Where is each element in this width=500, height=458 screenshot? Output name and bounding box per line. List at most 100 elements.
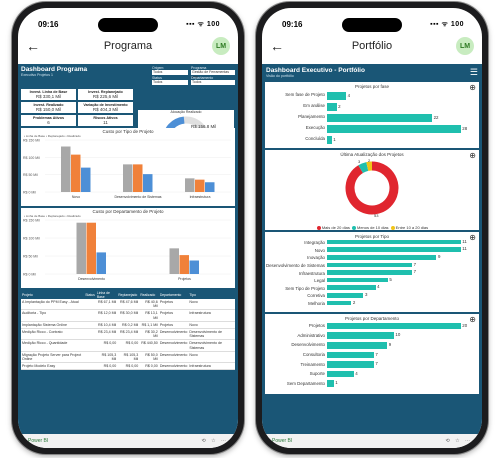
kpi-label: Invest. Linha de Base — [29, 90, 68, 94]
donut-chart: 3 2 53 — [345, 158, 399, 218]
table-row[interactable]: Auditoria - Tipo R$ 12,0 Mil R$ 30,0 Mil R$… — [21, 309, 235, 322]
bar-label: Desenvolvimento — [291, 342, 325, 348]
bar-row[interactable]: Novo 11 — [265, 247, 479, 255]
bar-label: Sem Tipo de Projeto — [285, 285, 325, 291]
table-header[interactable]: Tipo — [188, 290, 235, 299]
table-header[interactable]: Projeto — [21, 290, 85, 299]
bottom-action-icons[interactable]: ⟲ ☆ ⋯ — [201, 438, 228, 444]
bar — [327, 361, 374, 368]
bar-row[interactable]: Desenvolvimento 9 — [265, 340, 479, 350]
bar-row[interactable]: Infraestrutura 7 — [265, 269, 479, 277]
bar-row[interactable]: Planejamento 22 — [265, 111, 479, 122]
bar-row[interactable]: Sem fase de Projeto 4 — [265, 89, 479, 100]
table-row[interactable]: Implantação Sistema Online R$ 10,4 Mil R$ … — [21, 321, 235, 330]
avatar[interactable]: LM — [456, 37, 474, 55]
kpi-label: Invest. Replanejado — [88, 90, 123, 94]
table-header[interactable]: Linha de Base — [95, 290, 118, 299]
bar-row[interactable]: Desenvolvimento de Sistemas 7 — [265, 262, 479, 270]
bar-track: 11 — [327, 247, 479, 253]
back-arrow-icon[interactable]: ← — [26, 38, 40, 54]
table-header[interactable]: Status — [84, 290, 96, 299]
table-cell: R$ 67,1 Mil — [95, 299, 118, 311]
bar-row[interactable]: Em análise 2 — [265, 100, 479, 111]
table-cell: Desenvolvimento — [158, 351, 189, 364]
filter-programa[interactable]: Gestão de Ferramentas Imp... — [191, 70, 235, 79]
chart-legend: • Linha de Base • Replanejado • Realizad… — [24, 134, 81, 138]
bar-value: 5 — [389, 276, 392, 282]
report-canvas: Dashboard Executivo - Portfólio Visão do… — [262, 64, 482, 434]
table-row[interactable]: Migração Projeto Server para Project Onl… — [21, 351, 235, 364]
bar-track: 4 — [327, 285, 479, 291]
y-tick-label: R$ 0 Mil — [23, 273, 36, 277]
bar-track: 9 — [327, 254, 479, 261]
bar-label: Suporte — [309, 371, 325, 377]
bar-row[interactable]: Legal 5 — [265, 277, 479, 285]
bar-row[interactable]: Projetos 20 — [265, 321, 479, 331]
bar-row[interactable]: Concluída 1 — [265, 133, 479, 144]
zoom-icon[interactable]: ⊕ — [469, 233, 476, 242]
dashboard-header: Dashboard Programa Executivo Projetos 1 … — [18, 64, 238, 87]
screen-right: 09:16 ▪▪▪ ᯤ 100 ← Portfólio LM Dashboard… — [262, 8, 482, 448]
avatar[interactable]: LM — [212, 37, 230, 55]
bar-row[interactable]: Consultoria 7 — [265, 350, 479, 360]
bar-row[interactable]: Suporte 4 — [265, 369, 479, 379]
filter-departamento[interactable]: Todos — [191, 80, 235, 85]
table-cell: Novo — [188, 351, 235, 364]
zoom-icon[interactable]: ⊕ — [469, 83, 476, 92]
table-row[interactable]: Medição Ricco - Contrato R$ 23,4 Mil R$ 23… — [21, 328, 235, 341]
x-tick-label: Desenvolvimento de Sistemas — [114, 195, 161, 199]
filter-status[interactable]: Todos — [152, 80, 188, 85]
table-cell — [84, 321, 96, 330]
y-tick-label: R$ 100 Mil — [23, 237, 40, 241]
dashboard-subtitle: Executivo Projetos 1 — [21, 73, 53, 77]
bar-row[interactable]: Integração 11 — [265, 239, 479, 247]
x-tick-label: Infraestrutura — [190, 195, 211, 199]
table-header[interactable]: Replanejado — [117, 290, 140, 299]
table-header[interactable]: Realizado — [139, 290, 159, 299]
table-cell: R$ 40,6 Mil — [139, 299, 159, 311]
table-row[interactable]: A Implantação do PPM Easy - Atual R$ 67,1… — [21, 299, 235, 311]
bar-value: 1 — [335, 380, 338, 386]
bar-row[interactable]: Execução 28 — [265, 122, 479, 133]
bar-row[interactable]: Sem Departamento 1 — [265, 379, 479, 389]
table-cell: R$ 30,0 Mil — [117, 309, 140, 322]
app-title: Programa — [103, 40, 153, 52]
powerbi-link[interactable]: Power BI — [28, 438, 49, 444]
bar — [327, 351, 374, 359]
hamburger-menu-icon[interactable]: ☰ — [469, 66, 478, 77]
bar-row[interactable]: Sem Tipo de Projeto 4 — [265, 285, 479, 293]
bar-row[interactable]: Corretiva 3 — [265, 292, 479, 300]
table-cell: Implantação Sistema Online — [21, 321, 85, 330]
filter-origem[interactable]: Todos — [152, 70, 188, 75]
bar-row[interactable]: Melhoria 2 — [265, 300, 479, 308]
y-tick-label: R$ 50 Mil — [23, 255, 38, 259]
bar-row[interactable]: Treinamento 7 — [265, 359, 479, 369]
panel-title: Projetos por Tipo — [354, 234, 390, 239]
bar — [327, 262, 413, 268]
chart-legend: • Linha de Base • Replanejado • Realizad… — [24, 214, 81, 218]
table-row[interactable]: Medição Ricco - Quantidade R$ 0,00 R$ 0,00… — [21, 339, 235, 352]
bar — [327, 270, 413, 275]
kpi-card: Invest. Replanejado R$ 225,6 Mil — [78, 89, 133, 100]
bar-label: Infraestrutura — [298, 270, 325, 276]
dashboard-header: Dashboard Executivo - Portfólio Visão do… — [262, 64, 482, 80]
table-cell: Desenvolvimento — [158, 328, 189, 341]
back-arrow-icon[interactable]: ← — [270, 38, 284, 54]
bar — [327, 285, 376, 290]
table-cell: Novo — [188, 321, 235, 330]
bar-value: 2 — [352, 299, 356, 305]
bottom-action-icons[interactable]: ⟲ ☆ ⋯ — [445, 438, 472, 444]
dashboard-title: Dashboard Executivo - Portfólio — [266, 66, 365, 74]
bar — [327, 124, 461, 133]
table-cell: Desenvolvimento de Sistemas — [188, 328, 235, 341]
powerbi-link[interactable]: Power BI — [272, 438, 293, 444]
bar — [327, 247, 461, 252]
bar-row[interactable]: Inovação 9 — [265, 254, 479, 262]
bar-track: 1 — [327, 135, 479, 144]
zoom-icon[interactable]: ⊕ — [469, 151, 476, 160]
zoom-icon[interactable]: ⊕ — [469, 315, 476, 324]
bar-row[interactable]: Administrativo 10 — [265, 331, 479, 341]
table-header[interactable]: Departamento — [158, 290, 189, 299]
table-row[interactable]: Projeto Modelo Easy R$ 0,00 R$ 0,00 R$ 0,00… — [21, 362, 235, 371]
bar-value: 10 — [395, 332, 401, 338]
